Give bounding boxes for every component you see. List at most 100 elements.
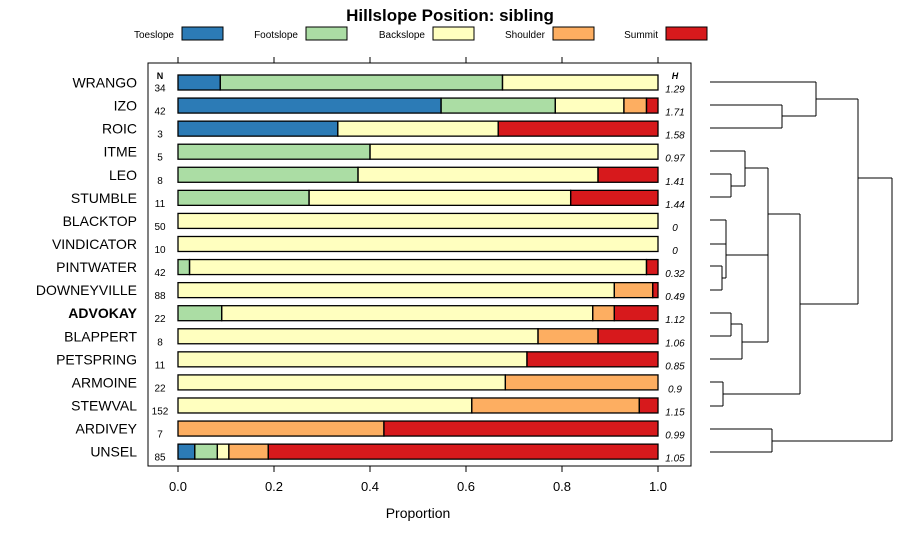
n-value: 42 — [154, 107, 166, 118]
bar-segment-footslope — [178, 144, 370, 160]
bar-segment-summit — [383, 421, 658, 437]
h-value: 1.29 — [665, 85, 685, 96]
x-tick-label: 0.6 — [457, 479, 475, 494]
n-value: 152 — [152, 406, 169, 417]
row-label: BLACKTOP — [63, 213, 137, 229]
bar-segment-backslope — [217, 444, 229, 460]
bar-segment-toeslope — [178, 121, 338, 137]
h-column: H 1.29 1.71 1.58 0.97 1.41 1.44 0 0 0.32 0.49 1.12… — [665, 71, 685, 465]
bar-segment-shoulder — [505, 374, 658, 390]
row-label: LEO — [109, 167, 137, 183]
n-column: N 34 42 3 5 8 11 50 10 42 88 22 8 11 22 152 7 85 — [152, 71, 169, 464]
n-value: 42 — [154, 268, 166, 279]
legend-swatch-toeslope — [181, 26, 224, 41]
bar-segment-backslope — [178, 351, 527, 367]
bar-segment-shoulder — [228, 444, 269, 460]
bars — [177, 74, 659, 460]
n-value: 11 — [155, 360, 166, 371]
h-value: 1.58 — [665, 131, 685, 142]
x-tick-label: 0.2 — [265, 479, 283, 494]
bar-segment-summit — [498, 121, 658, 137]
row-label: ITME — [104, 144, 137, 160]
row-labels: WRANGO IZO ROIC ITME LEO STUMBLE BLACKTOP VINDI… — [36, 75, 138, 460]
bar-segment-border — [613, 305, 659, 322]
bar-segment-border — [369, 143, 659, 160]
legend-swatch-backslope — [432, 26, 475, 41]
bar-segment-summit — [646, 98, 658, 114]
bar-segment-shoulder — [471, 397, 640, 413]
n-value: 10 — [154, 245, 166, 256]
x-tick-label: 1.0 — [649, 479, 667, 494]
x-tick-label: 0.4 — [361, 479, 379, 494]
n-value: 22 — [154, 314, 166, 325]
n-value: 8 — [157, 176, 163, 187]
bar-segment-border — [652, 281, 659, 299]
row-label: PINTWATER — [56, 259, 137, 275]
n-value: 34 — [154, 84, 166, 95]
legend-swatch-summit — [665, 26, 708, 41]
row-label: ADVOKAY — [68, 305, 137, 321]
h-value: 0.49 — [665, 292, 685, 303]
h-header: H — [672, 71, 679, 81]
bar-segment-footslope — [178, 259, 190, 275]
bar-segment-summit — [526, 351, 658, 367]
bar-segment-shoulder — [178, 421, 384, 437]
bar-segment-border — [177, 235, 659, 253]
x-tick-label: 0.0 — [169, 479, 187, 494]
x-axis-label: Proportion — [386, 505, 451, 521]
bar-segment-backslope — [178, 397, 472, 413]
bar-segment-footslope — [220, 75, 503, 90]
bar-segment-footslope — [194, 444, 218, 460]
n-value: 3 — [157, 130, 163, 141]
bar-segment-summit — [646, 259, 658, 275]
legend-label-toeslope: Toeslope — [134, 30, 174, 41]
h-value: 1.41 — [665, 177, 684, 188]
legend-swatch-footslope — [305, 26, 348, 41]
row-label: ARMOINE — [72, 374, 137, 390]
h-value: 1.44 — [665, 200, 685, 211]
row-label: IZO — [114, 98, 137, 114]
bar-segment-toeslope — [178, 444, 195, 460]
chart-title: Hillslope Position: sibling — [346, 6, 554, 25]
bar-segment-border — [597, 328, 659, 345]
bar-segment-backslope — [221, 305, 593, 321]
h-value: 1.05 — [665, 454, 685, 465]
row-label: STUMBLE — [71, 190, 137, 206]
h-value: 1.71 — [665, 108, 684, 119]
n-value: 11 — [155, 199, 166, 210]
n-value: 50 — [154, 222, 166, 233]
bar-segment-border — [645, 97, 659, 114]
bar-segment-backslope — [178, 213, 658, 229]
row-label: WRANGO — [72, 75, 137, 91]
bar-segment-border — [526, 351, 659, 368]
bar-segment-border — [504, 374, 659, 391]
h-value: 0 — [672, 246, 678, 257]
h-value: 0.32 — [665, 269, 685, 280]
n-value: 85 — [154, 453, 166, 464]
bar-segment-toeslope — [178, 75, 221, 90]
plot-frame — [147, 62, 692, 467]
bar-segment-footslope — [441, 98, 556, 114]
bar-segment-shoulder — [614, 282, 653, 298]
bar-segment-shoulder — [592, 305, 615, 321]
bar-segment-backslope — [337, 121, 499, 137]
bar-segment-backslope — [358, 167, 598, 183]
bar-segment-border — [569, 189, 659, 207]
bar-segment-toeslope — [178, 98, 442, 114]
bar-segment-summit — [268, 444, 658, 460]
bar-segment-summit — [598, 328, 658, 344]
bar-segment-summit — [598, 167, 658, 183]
row-label: BLAPPERT — [64, 328, 137, 344]
row-label: ROIC — [102, 121, 137, 137]
n-value: 88 — [154, 291, 166, 302]
h-value: 1.15 — [665, 407, 685, 418]
legend-swatch-shoulder — [552, 26, 595, 41]
row-label: UNSEL — [90, 444, 137, 460]
bar-segment-summit — [652, 282, 658, 298]
legend-label-footslope: Footslope — [254, 30, 298, 41]
bar-segment-summit — [639, 397, 658, 413]
n-value: 5 — [157, 153, 163, 164]
row-label: PETSPRING — [56, 351, 137, 367]
row-label: ARDIVEY — [76, 421, 138, 437]
